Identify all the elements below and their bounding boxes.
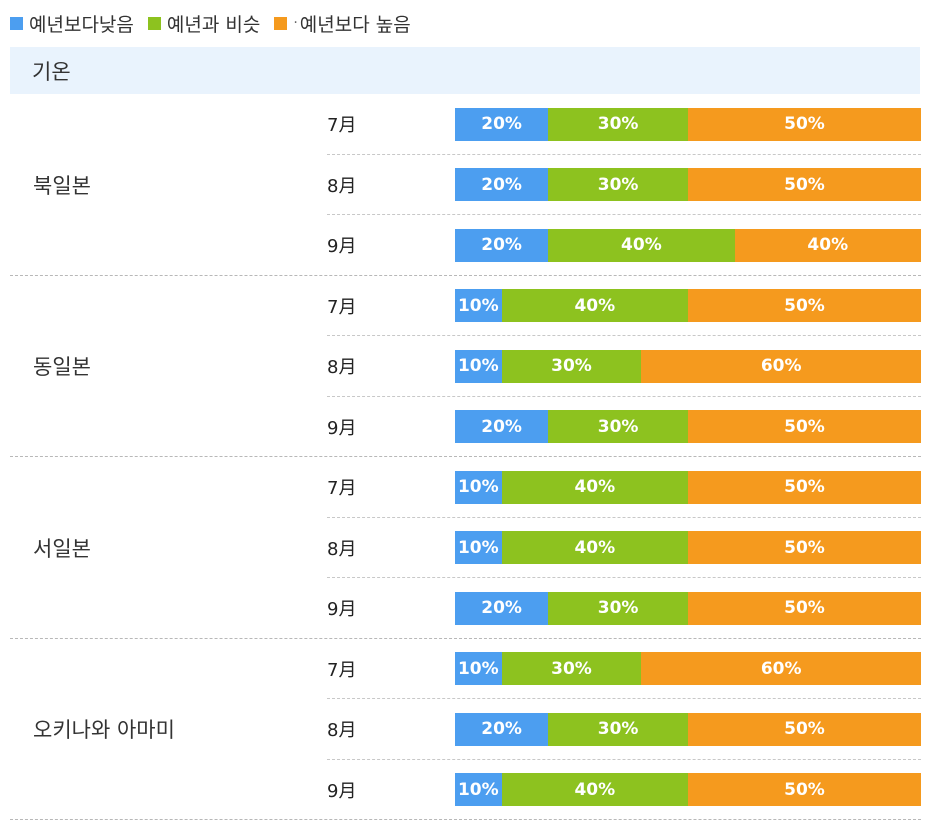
bar-segment-above: 50%	[687, 107, 921, 141]
bar-segment-normal: 30%	[548, 712, 688, 746]
month-label: 9月	[327, 599, 357, 621]
stacked-bar: 20% 30% 50%	[455, 410, 921, 444]
bar-segment-normal: 40%	[548, 228, 735, 262]
bar-segment-below: 10%	[455, 531, 502, 565]
group-divider	[10, 274, 921, 276]
bar-segment-above: 50%	[687, 168, 921, 202]
row-divider	[327, 214, 921, 215]
bar-segment-above: 50%	[687, 531, 921, 565]
stacked-bar: 10% 40% 50%	[455, 773, 921, 807]
row-divider	[327, 577, 921, 578]
row-divider	[327, 758, 921, 760]
month-label: 8月	[327, 175, 357, 197]
stacked-bar: 20% 30% 50%	[455, 168, 921, 202]
month-label: 9月	[327, 780, 357, 802]
bar-segment-normal: 30%	[548, 168, 688, 202]
bar-segment-above: 50%	[687, 289, 921, 323]
group-divider	[10, 456, 921, 457]
stacked-bar: 10% 40% 50%	[455, 531, 921, 565]
legend-separator-dot: ·	[293, 15, 298, 31]
bar-segment-below: 20%	[455, 107, 549, 141]
bar-segment-above: 50%	[687, 470, 921, 504]
row-divider	[327, 395, 921, 397]
stacked-bar: 10% 30% 60%	[455, 349, 921, 383]
section-title: 기온	[32, 59, 71, 84]
month-label: 8月	[327, 720, 357, 742]
row-divider	[327, 335, 921, 336]
bar-segment-normal: 30%	[548, 591, 688, 625]
month-label: 7月	[327, 659, 357, 681]
stacked-bar: 10% 30% 60%	[455, 652, 921, 686]
month-label: 8月	[327, 357, 357, 379]
month-label: 9月	[327, 236, 357, 258]
bar-segment-normal: 40%	[501, 773, 688, 807]
bar-segment-normal: 40%	[501, 470, 688, 504]
region-label: 북일본	[33, 173, 91, 198]
stacked-bar: 20% 30% 50%	[455, 712, 921, 746]
month-label: 8月	[327, 538, 357, 560]
bar-segment-above: 50%	[687, 591, 921, 625]
legend-item-below: 예년보다낮음	[10, 10, 134, 37]
bar-segment-above: 50%	[687, 773, 921, 807]
bar-segment-normal: 40%	[501, 289, 688, 323]
bar-segment-normal: 30%	[501, 349, 642, 383]
stacked-bar: 20% 40% 40%	[455, 228, 921, 262]
region-label: 오키나와 아마미	[33, 718, 175, 743]
bar-segment-below: 20%	[455, 168, 549, 202]
row-divider	[327, 153, 921, 155]
month-label: 7月	[327, 115, 357, 137]
region-label: 동일본	[33, 355, 91, 380]
section-header: 기온	[10, 47, 920, 94]
legend-item-normal: 예년과 비슷	[147, 10, 261, 37]
bar-segment-above: 50%	[687, 712, 921, 746]
bar-segment-below: 20%	[455, 591, 549, 625]
bar-segment-below: 10%	[455, 349, 502, 383]
region-label: 서일본	[33, 536, 91, 561]
bar-segment-above: 60%	[641, 349, 921, 383]
bar-segment-below: 10%	[455, 289, 502, 323]
legend-label-below: 예년보다낮음	[29, 13, 134, 36]
stacked-bar: 20% 30% 50%	[455, 107, 921, 141]
legend-label-normal: 예년과 비슷	[166, 13, 261, 36]
bar-segment-below: 20%	[455, 410, 549, 444]
group-divider	[10, 637, 921, 639]
legend-item-above: · 예년보다 높음	[274, 10, 411, 37]
bar-segment-normal: 30%	[548, 410, 688, 444]
bar-segment-below: 20%	[455, 228, 549, 262]
row-divider	[327, 698, 921, 699]
month-label: 9月	[327, 417, 357, 439]
stacked-bar: 10% 40% 50%	[455, 289, 921, 323]
bar-segment-normal: 30%	[501, 652, 642, 686]
legend-swatch-normal	[147, 16, 161, 30]
bar-segment-below: 10%	[455, 470, 502, 504]
stacked-bar: 10% 40% 50%	[455, 470, 921, 504]
bar-segment-above: 40%	[734, 228, 921, 262]
legend: 예년보다낮음 예년과 비슷 · 예년보다 높음	[10, 8, 425, 38]
row-divider	[327, 516, 921, 518]
legend-swatch-above	[274, 16, 288, 30]
month-label: 7月	[327, 478, 357, 500]
bar-segment-normal: 40%	[501, 531, 688, 565]
bar-segment-above: 50%	[687, 410, 921, 444]
group-divider	[10, 819, 921, 820]
bar-segment-below: 10%	[455, 652, 502, 686]
legend-swatch-below	[10, 16, 23, 30]
legend-label-above: 예년보다 높음	[299, 13, 411, 36]
bar-segment-above: 60%	[641, 652, 921, 686]
month-label: 7月	[327, 296, 357, 318]
bar-segment-below: 20%	[455, 712, 549, 746]
stacked-bar: 20% 30% 50%	[455, 591, 921, 625]
bar-segment-normal: 30%	[548, 107, 688, 141]
bar-segment-below: 10%	[455, 773, 502, 807]
